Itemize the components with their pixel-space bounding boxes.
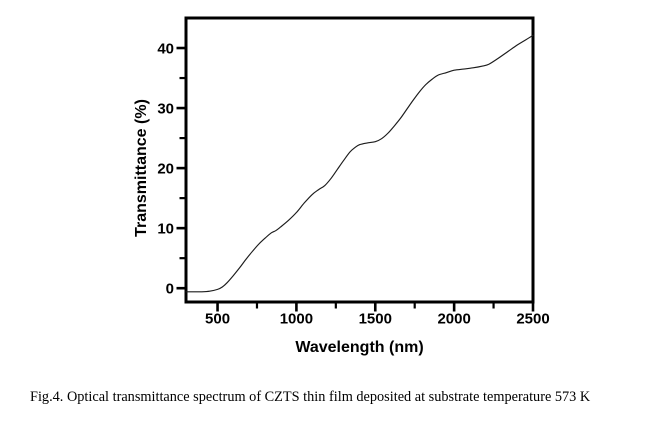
x-tick-label: 500	[205, 311, 230, 328]
y-tick-label: 10	[157, 220, 174, 237]
transmittance-chart: 500 1000 1500 2000 2500 0 10 20 30 40 Wavelength…	[133, 16, 550, 356]
x-axis-ticks	[216, 303, 535, 312]
y-axis-title: Transmittance (%)	[133, 99, 150, 237]
x-tick-label: 1000	[280, 311, 313, 328]
figure-caption: Fig.4. Optical transmittance spectrum of…	[30, 389, 591, 405]
y-axis-tick-labels: 0 10 20 30 40	[157, 40, 174, 297]
y-axis-ticks	[176, 46, 185, 290]
axes-frame	[184, 16, 535, 304]
y-tick-label: 40	[157, 40, 174, 57]
x-axis-tick-labels: 500 1000 1500 2000 2500	[205, 311, 550, 328]
x-axis-title: Wavelength (nm)	[295, 339, 423, 356]
y-tick-label: 30	[157, 100, 174, 117]
plot-frame	[184, 16, 535, 304]
x-tick-label: 2000	[437, 311, 470, 328]
x-tick-label: 2500	[516, 311, 549, 328]
transmittance-curve	[185, 34, 534, 293]
y-tick-label: 20	[157, 160, 174, 177]
data-curve-group	[185, 34, 534, 293]
x-tick-label: 1500	[359, 311, 392, 328]
y-tick-label: 0	[166, 280, 174, 297]
